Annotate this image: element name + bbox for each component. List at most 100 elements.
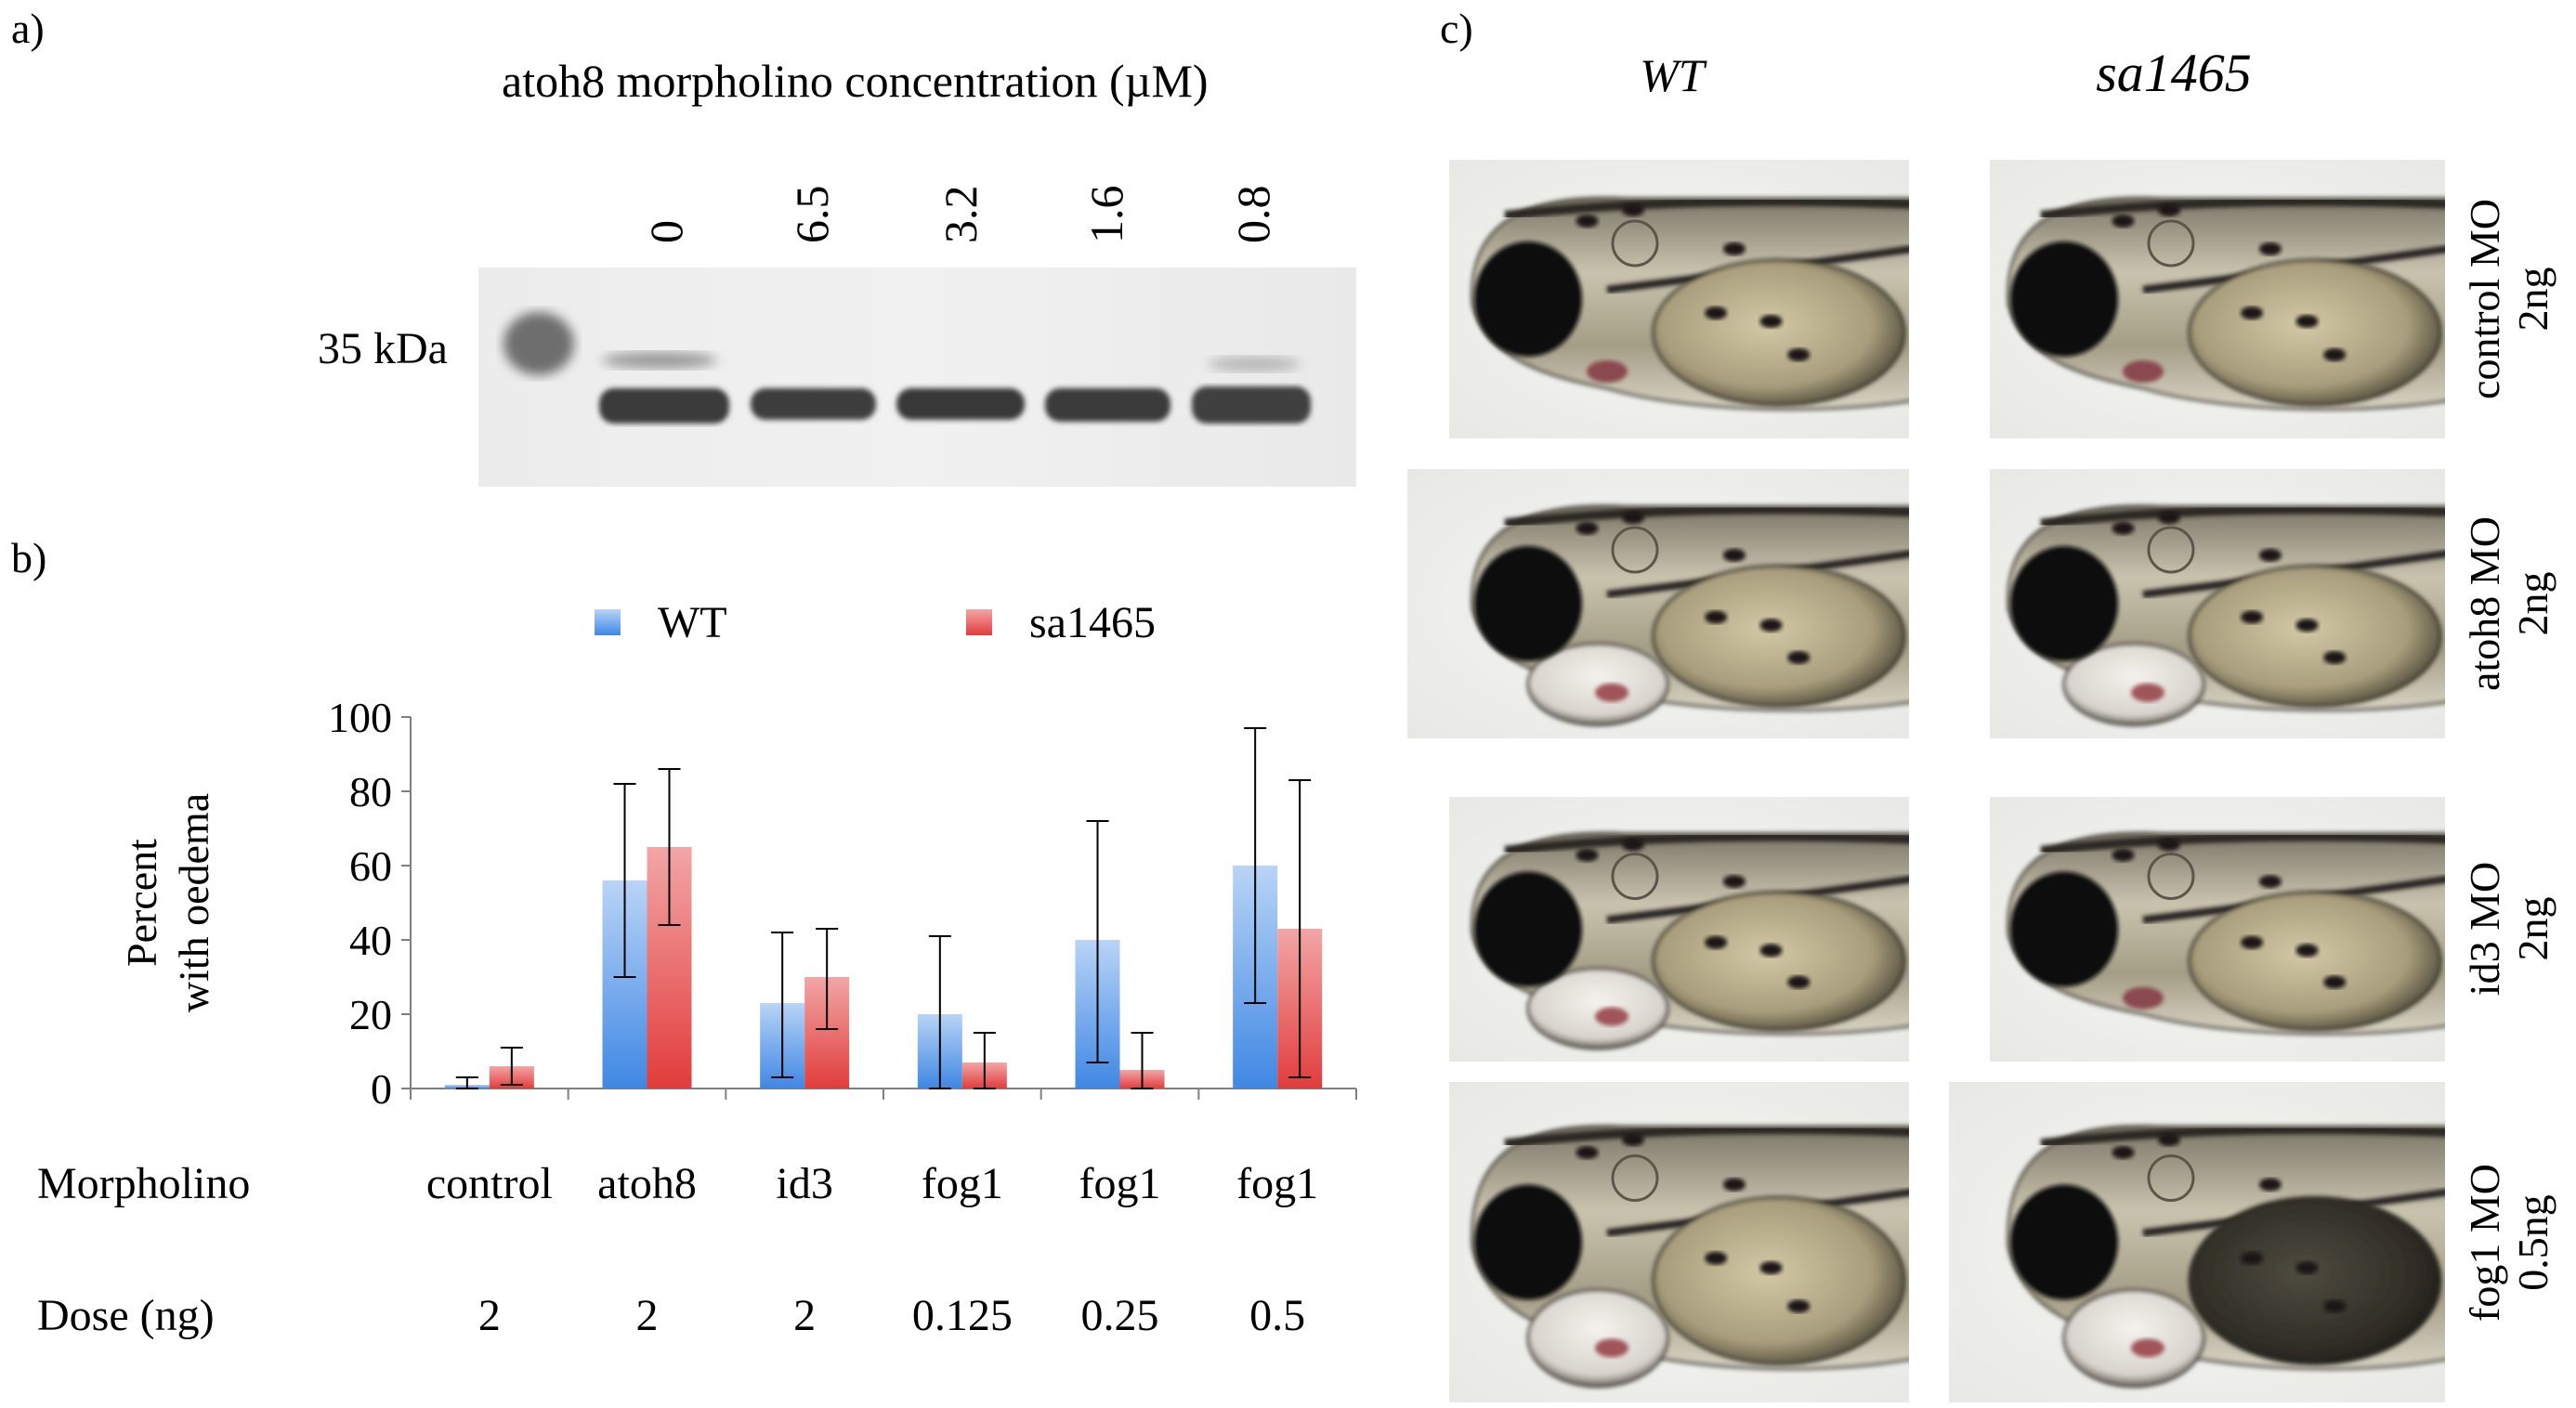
eye xyxy=(2010,241,2118,357)
melanophore xyxy=(2241,1251,2264,1265)
melanophore xyxy=(2158,838,2180,852)
larva-image-r4-wt xyxy=(1449,1082,1909,1402)
melanophore xyxy=(2112,1145,2135,1159)
blood-pool xyxy=(2131,1338,2164,1358)
y-tick-label: 60 xyxy=(349,842,392,890)
lane-labels: 0 6.5 3.2 1.6 0.8 xyxy=(640,186,1279,244)
dorsal-pigment xyxy=(1504,196,1909,220)
eye xyxy=(1474,871,1582,987)
melanophore xyxy=(1722,1178,1746,1192)
y-tick-label: 80 xyxy=(349,768,392,815)
blood-pool xyxy=(1595,683,1628,702)
melanophore xyxy=(1787,1299,1811,1313)
melanophore xyxy=(2295,315,2319,328)
lane-label: 3.2 xyxy=(935,186,987,244)
melanophore xyxy=(2295,619,2319,632)
melanophore xyxy=(1622,1133,1644,1147)
larva-image-r3-sa1465 xyxy=(1990,797,2445,1062)
legend-swatch xyxy=(595,609,621,635)
dorsal-pigment xyxy=(1504,1125,1909,1149)
melanophore xyxy=(1787,975,1811,989)
melanophore xyxy=(2112,848,2135,862)
y-tick-label: 20 xyxy=(349,991,392,1038)
yolk xyxy=(2188,891,2442,1032)
pericardial-oedema xyxy=(2062,1288,2205,1388)
otic-vesicle xyxy=(2147,1154,2195,1202)
category-morpholino: control xyxy=(426,1159,553,1208)
y-axis-label: Percent with oedema xyxy=(118,793,217,1012)
melanophore xyxy=(2158,511,2180,525)
dorsal-pigment xyxy=(2040,831,2445,855)
eye xyxy=(1474,546,1582,661)
yolk xyxy=(2188,1195,2442,1366)
blot-membrane xyxy=(478,267,1356,487)
melanophore xyxy=(1576,1145,1599,1159)
blood-pool xyxy=(2131,683,2164,702)
y-tick-label: 100 xyxy=(328,694,392,741)
legend-swatch xyxy=(966,609,992,635)
melanophore xyxy=(1759,1261,1783,1275)
yolk xyxy=(1652,1195,1906,1366)
row-label-line: id3 MO xyxy=(2461,862,2508,996)
melanophore xyxy=(1622,511,1644,525)
melanophore xyxy=(2295,944,2319,958)
otic-vesicle xyxy=(1611,1154,1659,1202)
col-header-sa1465: sa1465 xyxy=(2096,43,2252,103)
melanophore xyxy=(2323,975,2347,989)
melanophore xyxy=(1722,242,1746,255)
marker-band xyxy=(503,312,574,375)
melanophore xyxy=(2258,875,2282,889)
band-lane-1 xyxy=(599,388,729,424)
lane-label: 6.5 xyxy=(786,186,838,244)
melanophore xyxy=(2241,610,2264,624)
otic-vesicle xyxy=(1611,219,1659,267)
melanophore xyxy=(2241,306,2264,319)
pericardial-oedema xyxy=(2062,643,2205,726)
row-label-line: fog1 MO xyxy=(2461,1164,2508,1322)
panel-b-label: b) xyxy=(11,534,47,581)
melanophore xyxy=(1576,215,1599,228)
category-dose: 2 xyxy=(478,1291,501,1340)
melanophore xyxy=(2112,521,2135,535)
otic-vesicle xyxy=(1611,526,1659,574)
dorsal-pigment xyxy=(1504,831,1909,855)
yolk xyxy=(1652,258,1906,407)
category-dose: 0.25 xyxy=(1081,1291,1159,1340)
category-dose: 2 xyxy=(793,1291,816,1340)
blood-pool xyxy=(1595,1338,1628,1358)
melanophore xyxy=(2158,1133,2180,1147)
panel-c-label: c) xyxy=(1440,5,1473,52)
melanophore xyxy=(1759,944,1783,958)
melanophore xyxy=(2323,651,2347,664)
row-label: control MO2ng xyxy=(2461,199,2556,399)
row-label-line: 2ng xyxy=(2509,897,2556,961)
blood-pool xyxy=(1595,1007,1628,1026)
panel-a-label: a) xyxy=(11,5,45,52)
melanophore xyxy=(2258,548,2282,562)
y-tick-label: 40 xyxy=(349,917,392,964)
row-label: atoh8 MO2ng xyxy=(2461,516,2556,691)
melanophore xyxy=(1705,306,1728,319)
heart xyxy=(2123,986,2164,1010)
category-dose: 0.125 xyxy=(912,1291,1013,1340)
legend-label: WT xyxy=(658,598,727,647)
band-lane-4 xyxy=(1045,388,1170,422)
row-header-morpholino: Morpholino xyxy=(37,1159,250,1208)
larva-image-r1-sa1465 xyxy=(1990,160,2445,438)
main-bands xyxy=(599,386,1311,424)
larva-image-r1-wt xyxy=(1449,160,1909,438)
dorsal-pigment xyxy=(2040,504,2445,528)
larva-image-r3-wt xyxy=(1449,797,1909,1062)
category-dose: 0.5 xyxy=(1249,1291,1305,1340)
melanophore xyxy=(2158,203,2180,216)
melanophore xyxy=(1787,651,1811,664)
melanophore xyxy=(2258,242,2282,255)
melanophore xyxy=(1759,315,1783,328)
row-label: fog1 MO0.5ng xyxy=(2461,1164,2556,1322)
lane-label: 0 xyxy=(640,220,692,243)
pericardial-oedema xyxy=(1526,643,1669,726)
upper-band xyxy=(602,352,717,369)
blot-title: atoh8 morpholino concentration (µM) xyxy=(502,55,1209,107)
